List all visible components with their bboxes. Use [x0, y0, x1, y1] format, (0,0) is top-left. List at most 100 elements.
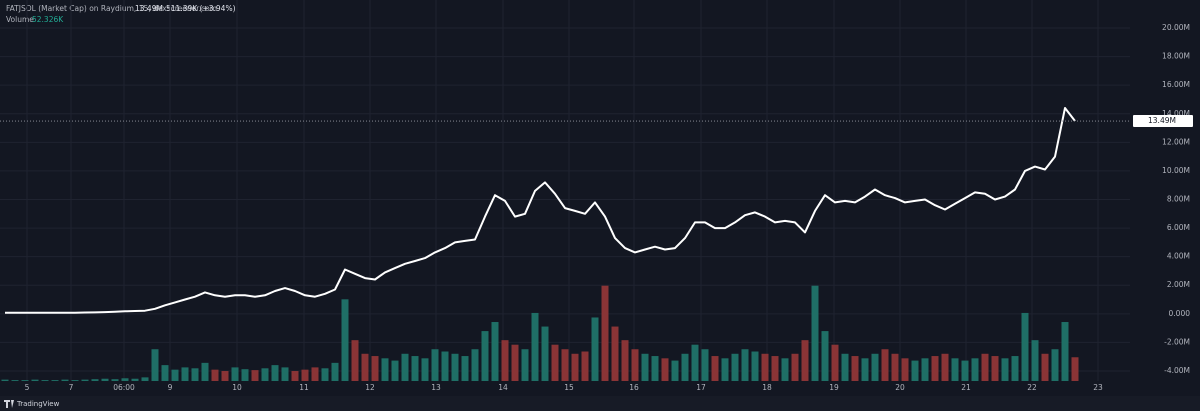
volume-bar — [671, 360, 679, 381]
volume-bar — [731, 353, 739, 381]
header-change: 511.39K (+3.94%) — [166, 4, 236, 13]
volume-bar — [961, 360, 969, 381]
volume-bar — [1011, 356, 1019, 381]
volume-bar — [401, 353, 409, 381]
volume-bar — [291, 371, 299, 381]
volume-bar — [741, 349, 749, 381]
volume-bar — [431, 349, 439, 381]
volume-bar — [161, 365, 169, 381]
y-tick-label: 14.00M — [1162, 109, 1190, 118]
volume-bar — [21, 380, 29, 381]
volume-bar — [41, 380, 49, 381]
volume-bar — [711, 356, 719, 381]
volume-bar — [491, 322, 499, 381]
header-symbol: FATJSOL (Market Cap) on Raydium, 15, dex… — [6, 4, 217, 13]
volume-bar — [601, 285, 609, 381]
volume-bar — [661, 358, 669, 381]
volume-bar — [71, 380, 79, 381]
footer-text: TradingView — [16, 400, 60, 408]
grid — [0, 0, 1130, 381]
volume-bar — [841, 353, 849, 381]
volume-bar — [261, 368, 269, 381]
x-tick-label: 23 — [1093, 383, 1103, 392]
volume-bar — [981, 353, 989, 381]
volume-bars — [1, 285, 1079, 381]
volume-bar — [461, 356, 469, 381]
volume-bar — [851, 356, 859, 381]
volume-bar — [531, 312, 539, 381]
volume-bar — [211, 369, 219, 381]
volume-bar — [1041, 353, 1049, 381]
volume-bar — [1051, 349, 1059, 381]
volume-bar — [281, 367, 289, 381]
footer-logo — [4, 400, 14, 408]
volume-bar — [91, 379, 99, 381]
volume-bar — [391, 360, 399, 381]
x-tick-label: 11 — [299, 383, 309, 392]
volume-bar — [791, 353, 799, 381]
x-tick-label: 19 — [829, 383, 839, 392]
y-tick-label: 20.00M — [1162, 23, 1190, 32]
volume-bar — [541, 326, 549, 381]
volume-bar — [721, 358, 729, 381]
volume-bar — [611, 326, 619, 381]
volume-bar — [371, 356, 379, 381]
volume-bar — [11, 380, 19, 381]
volume-bar — [621, 340, 629, 381]
volume-bar — [171, 369, 179, 381]
volume-bar — [351, 340, 359, 381]
volume-bar — [951, 358, 959, 381]
volume-bar — [971, 358, 979, 381]
volume-bar — [151, 349, 159, 381]
x-tick-label: 10 — [232, 383, 242, 392]
volume-bar — [1031, 340, 1039, 381]
volume-bar — [761, 353, 769, 381]
x-tick-label: 12 — [365, 383, 375, 392]
volume-bar — [921, 358, 929, 381]
footer-bar — [0, 396, 1200, 411]
volume-bar — [81, 379, 89, 381]
y-tick-label: -2.00M — [1164, 337, 1190, 346]
header-volume-label: Volume — [6, 15, 34, 24]
x-tick-label: 15 — [564, 383, 574, 392]
volume-bar — [521, 349, 529, 381]
x-tick-label: 16 — [629, 383, 639, 392]
volume-bar — [681, 353, 689, 381]
volume-bar — [451, 353, 459, 381]
volume-bar — [511, 344, 519, 381]
volume-bar — [861, 358, 869, 381]
volume-bar — [271, 365, 279, 381]
volume-bar — [111, 379, 119, 381]
volume-bar — [361, 353, 369, 381]
x-tick-label: 5 — [25, 383, 30, 392]
volume-bar — [31, 379, 39, 381]
volume-bar — [911, 360, 919, 381]
volume-bar — [61, 379, 69, 381]
price-label-box — [1133, 115, 1193, 128]
volume-bar — [991, 356, 999, 381]
plot — [0, 107, 1130, 314]
x-tick-label: 14 — [498, 383, 508, 392]
x-tick-label: 13 — [431, 383, 441, 392]
volume-bar — [1061, 322, 1069, 381]
volume-bar — [231, 367, 239, 381]
x-tick-label: 20 — [895, 383, 905, 392]
volume-bar — [781, 358, 789, 381]
volume-bar — [571, 353, 579, 381]
header-volume-value: 52.326K — [32, 15, 64, 24]
x-tick-label: 22 — [1027, 383, 1037, 392]
volume-bar — [311, 367, 319, 381]
volume-bar — [891, 353, 899, 381]
volume-bar — [131, 378, 139, 381]
volume-bar — [581, 351, 589, 381]
volume-bar — [1021, 312, 1029, 381]
volume-bar — [551, 344, 559, 381]
volume-bar — [931, 356, 939, 381]
volume-bar — [701, 349, 709, 381]
volume-bar — [501, 340, 509, 381]
volume-bar — [1, 379, 9, 381]
volume-bar — [191, 368, 199, 381]
volume-bar — [411, 356, 419, 381]
volume-bar — [901, 358, 909, 381]
